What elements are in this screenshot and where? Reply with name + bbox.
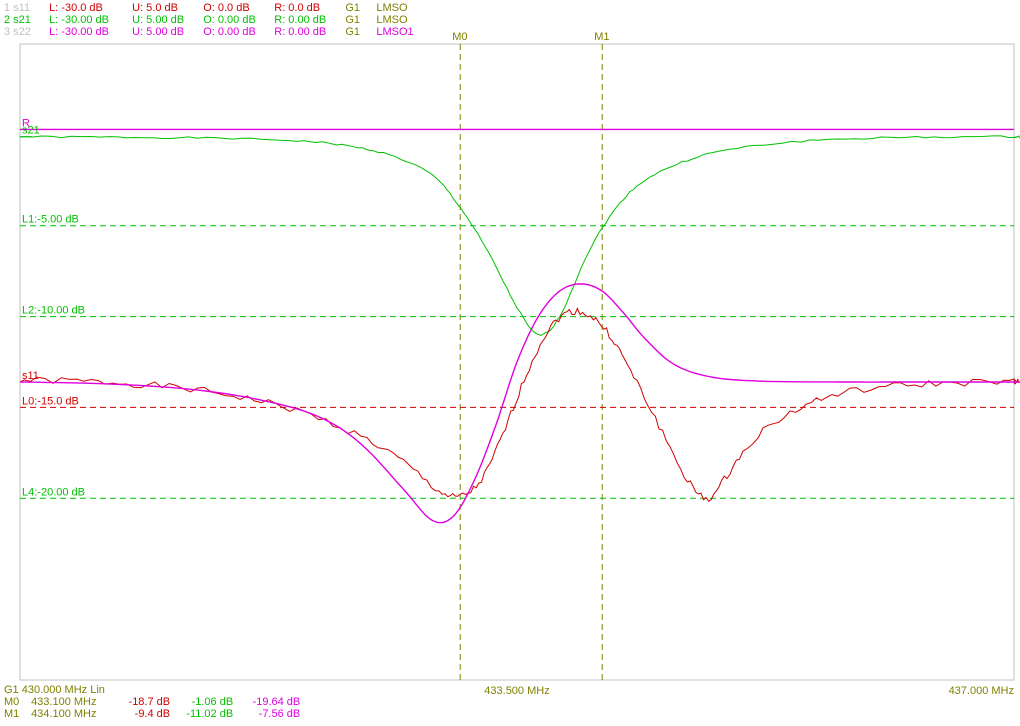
header-G: G1	[345, 26, 365, 38]
footer-g-row: G1 430.000 MHz Lin	[4, 684, 105, 696]
svg-text:433.500 MHz: 433.500 MHz	[484, 685, 549, 697]
header-G: G1	[345, 14, 365, 26]
header-row-1: 2 s21 L: -30.00 dB U: 5.00 dB O: 0.00 dB…	[4, 14, 416, 26]
svg-text:L2:-10.00 dB: L2:-10.00 dB	[22, 305, 85, 317]
header-O: O: 0.0 dB	[203, 2, 263, 14]
header-U: U: 5.00 dB	[132, 26, 192, 38]
marker-val-0: -18.7 dB	[116, 696, 170, 708]
header-U: U: 5.00 dB	[132, 14, 192, 26]
trace-id: 3 s22	[4, 26, 38, 38]
header-R: R: 0.00 dB	[274, 14, 334, 26]
footer-marker-row-0: M0 433.100 MHz -18.7 dB -1.06 dB -19.64 …	[4, 696, 300, 708]
header-row-0: 1 s11 L: -30.0 dB U: 5.0 dB O: 0.0 dB R:…	[4, 2, 416, 14]
header-mode: LMSO1	[376, 26, 413, 38]
marker-id: M0	[4, 696, 28, 708]
trace-id: 2 s21	[4, 14, 38, 26]
svg-text:L1:-5.00 dB: L1:-5.00 dB	[22, 214, 79, 226]
svg-text:L0:-15.0 dB: L0:-15.0 dB	[22, 395, 79, 407]
header-L: L: -30.00 dB	[49, 14, 121, 26]
svg-text:M1: M1	[594, 31, 609, 43]
analyzer-chart: M0M1Rs21L1:-5.00 dBL2:-10.00 dBs11L0:-15…	[0, 0, 1020, 726]
svg-text:437.000 MHz: 437.000 MHz	[949, 685, 1014, 697]
header-mode: LMSO	[376, 14, 407, 26]
header-G: G1	[345, 2, 365, 14]
svg-text:s21: s21	[22, 125, 40, 137]
marker-val-1: -1.06 dB	[173, 696, 233, 708]
svg-text:M0: M0	[452, 31, 467, 43]
header-L: L: -30.00 dB	[49, 26, 121, 38]
header-R: R: 0.00 dB	[274, 26, 334, 38]
trace-id: 1 s11	[4, 2, 38, 14]
footer-marker-row-1: M1 434.100 MHz -9.4 dB -11.02 dB -7.56 d…	[4, 708, 300, 720]
header-U: U: 5.0 dB	[132, 2, 192, 14]
marker-id: M1	[4, 708, 28, 720]
footer-left: G1 430.000 MHz Lin	[4, 684, 105, 696]
marker-val-0: -9.4 dB	[116, 708, 170, 720]
svg-text:L4:-20.00 dB: L4:-20.00 dB	[22, 486, 85, 498]
header-L: L: -30.0 dB	[49, 2, 121, 14]
header-row-2: 3 s22 L: -30.00 dB U: 5.00 dB O: 0.00 dB…	[4, 26, 422, 38]
marker-freq: 433.100 MHz	[31, 696, 113, 708]
header-mode: LMSO	[376, 2, 407, 14]
marker-val-2: -7.56 dB	[236, 708, 300, 720]
header-R: R: 0.0 dB	[274, 2, 334, 14]
marker-val-1: -11.02 dB	[173, 708, 233, 720]
header-O: O: 0.00 dB	[203, 14, 263, 26]
header-O: O: 0.00 dB	[203, 26, 263, 38]
marker-freq: 434.100 MHz	[31, 708, 113, 720]
marker-val-2: -19.64 dB	[236, 696, 300, 708]
